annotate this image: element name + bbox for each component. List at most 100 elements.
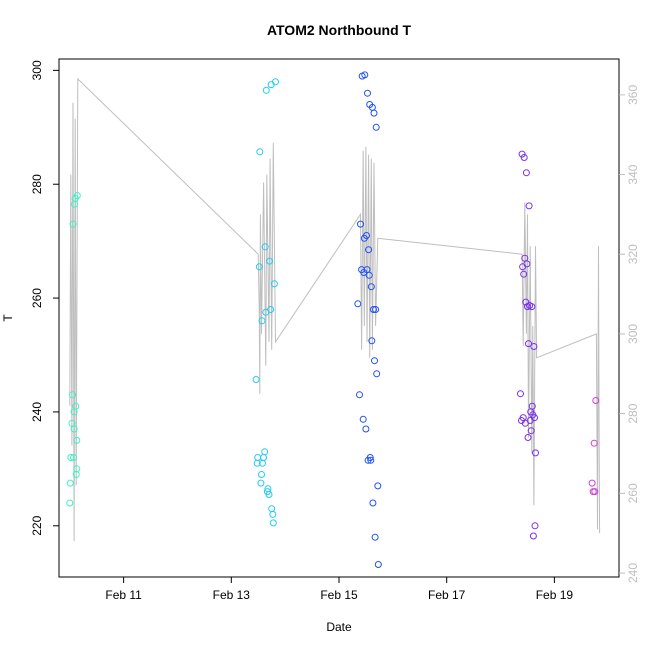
data-point (72, 402, 80, 410)
x-tick-label: Feb 11 (105, 588, 142, 602)
data-point (258, 317, 266, 325)
data-point (525, 202, 533, 210)
data-point (529, 532, 537, 540)
data-point (372, 306, 380, 313)
data-point (367, 283, 375, 291)
x-axis-label: Date (326, 620, 352, 634)
data-point (270, 280, 278, 288)
data-point (69, 220, 77, 228)
data-point (523, 260, 531, 268)
data-point (359, 415, 367, 423)
data-point (591, 488, 599, 496)
data-point (70, 425, 78, 433)
data-point (590, 439, 598, 447)
data-point (262, 86, 270, 94)
data-point (365, 271, 373, 279)
y2-tick-label: 300 (626, 324, 640, 344)
axes: Feb 11 Feb 13 Feb 15 Feb 17 Feb 19 220 240 260 2… (30, 60, 640, 602)
y-tick-label: 260 (30, 288, 44, 308)
data-point (532, 449, 539, 457)
chart-title: ATOM2 Northbound T (267, 22, 412, 38)
y2-tick-label: 280 (626, 403, 640, 423)
y-tick-label: 300 (30, 60, 44, 80)
data-point (531, 414, 538, 422)
data-point (258, 471, 265, 478)
data-point (373, 370, 381, 378)
x-tick-label: Feb 15 (320, 588, 358, 602)
data-point (528, 303, 536, 311)
data-point (272, 78, 279, 86)
data-point (520, 270, 528, 278)
data-point (371, 357, 378, 365)
y-tick-label: 220 (30, 515, 44, 535)
data-point (370, 109, 378, 117)
x-tick-label: Feb 17 (428, 588, 466, 602)
data-point (261, 243, 269, 251)
data-point (370, 306, 377, 313)
data-point (356, 391, 363, 399)
data-point (362, 425, 370, 433)
y2-tick-label: 260 (626, 483, 640, 503)
data-point (66, 479, 74, 487)
data-point (265, 491, 273, 498)
data-point (257, 479, 265, 487)
plot-area (66, 71, 601, 568)
data-point (372, 123, 380, 131)
data-point (528, 402, 536, 410)
data-point (269, 519, 277, 527)
y2-tick-label: 340 (626, 164, 640, 184)
data-point (374, 561, 382, 568)
data-point (260, 454, 268, 461)
data-point (365, 246, 373, 254)
data-point (354, 300, 362, 308)
data-point (524, 434, 532, 441)
data-point (518, 150, 526, 158)
data-point (361, 71, 369, 79)
data-point (66, 499, 74, 507)
y-axis-label: T (1, 314, 15, 322)
data-point (522, 169, 530, 177)
data-point (363, 232, 370, 239)
data-point (255, 263, 263, 271)
y-tick-label: 240 (30, 402, 44, 422)
series-line (69, 77, 601, 542)
x-tick-label: Feb 13 (213, 588, 251, 602)
data-point (252, 376, 260, 383)
data-point (367, 456, 375, 464)
data-point (268, 505, 276, 513)
y2-tick-label: 320 (626, 244, 640, 264)
data-point (357, 220, 364, 228)
data-point (269, 510, 277, 518)
data-point (531, 522, 539, 530)
data-point (67, 454, 75, 461)
data-point (70, 454, 77, 461)
data-point (267, 81, 275, 89)
data-point (366, 454, 374, 461)
data-point (69, 391, 76, 399)
data-point (371, 533, 379, 541)
data-point (374, 482, 382, 490)
data-point (520, 154, 528, 161)
data-point (256, 148, 264, 156)
y-tick-label: 280 (30, 174, 44, 194)
data-point (592, 397, 600, 404)
y2-tick-label: 240 (626, 563, 640, 583)
data-point (261, 448, 269, 456)
data-point (369, 499, 377, 507)
data-point (588, 479, 596, 487)
data-point (517, 390, 524, 398)
data-point (254, 454, 262, 461)
data-point (364, 89, 371, 97)
data-point (525, 340, 532, 348)
data-point (267, 306, 275, 313)
data-point (73, 192, 81, 200)
x-tick-label: Feb 19 (536, 588, 574, 602)
data-point (73, 465, 81, 473)
data-point (368, 337, 376, 345)
data-point (266, 257, 273, 265)
y2-tick-label: 360 (626, 85, 640, 105)
data-point (530, 343, 538, 350)
data-point (73, 436, 81, 444)
data-point (527, 427, 535, 435)
